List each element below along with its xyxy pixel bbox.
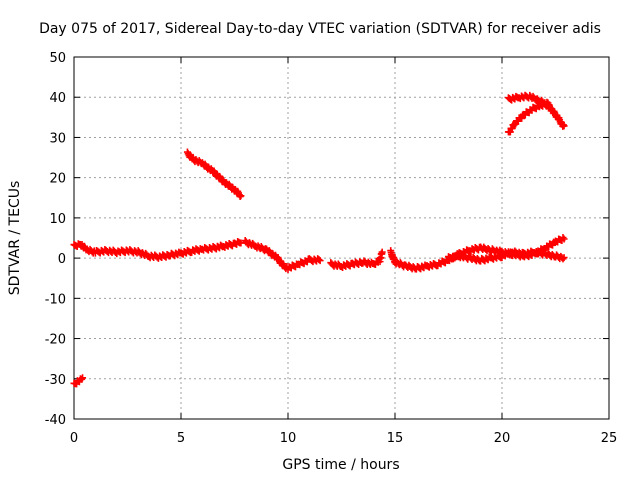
axis-ticks: 0 5 10 15 20 25 -40 -30 -20 -10 0 10 20 30 40 50 <box>45 51 618 446</box>
x-tick-label: 20 <box>494 431 511 446</box>
series-segment-4 <box>241 237 324 274</box>
data-point <box>545 101 553 109</box>
series-segment-5 <box>327 248 386 271</box>
y-tick-label: 10 <box>49 212 66 227</box>
y-tick-label: -10 <box>45 292 66 307</box>
y-tick-label: 0 <box>58 252 66 267</box>
data-point <box>378 248 386 256</box>
series-segment-7 <box>445 247 568 265</box>
x-tick-label: 25 <box>601 431 618 446</box>
y-tick-label: 50 <box>49 51 66 66</box>
data-point <box>77 375 85 383</box>
data-point <box>560 122 568 130</box>
series-segment-1 <box>70 374 87 388</box>
data-point <box>559 255 567 263</box>
y-tick-label: 30 <box>49 131 66 146</box>
y-axis-label: SDTVAR / TECUs <box>7 181 23 296</box>
series-segment-3 <box>183 148 245 201</box>
data-point <box>79 374 87 382</box>
series-segment-9 <box>504 98 553 136</box>
data-point <box>560 254 568 262</box>
chart-title: Day 075 of 2017, Sidereal Day-to-day VTE… <box>39 21 601 37</box>
series-segment-2 <box>70 238 245 262</box>
x-tick-label: 15 <box>387 431 404 446</box>
y-tick-label: -30 <box>45 373 66 388</box>
data-point <box>316 257 324 265</box>
y-tick-label: -20 <box>45 333 66 348</box>
x-axis-label: GPS time / hours <box>282 457 399 473</box>
data-point <box>315 256 323 264</box>
data-point <box>237 239 245 247</box>
x-tick-label: 10 <box>280 431 297 446</box>
data-point <box>237 192 245 200</box>
y-tick-label: 20 <box>49 172 66 187</box>
data-points <box>70 91 568 388</box>
data-point <box>518 114 526 122</box>
x-tick-label: 5 <box>177 431 185 446</box>
plot-frame <box>73 56 610 420</box>
data-point <box>559 234 567 242</box>
y-tick-label: 40 <box>49 91 66 106</box>
y-tick-label: -40 <box>45 413 66 428</box>
data-point <box>560 235 568 243</box>
x-tick-label: 0 <box>70 431 78 446</box>
